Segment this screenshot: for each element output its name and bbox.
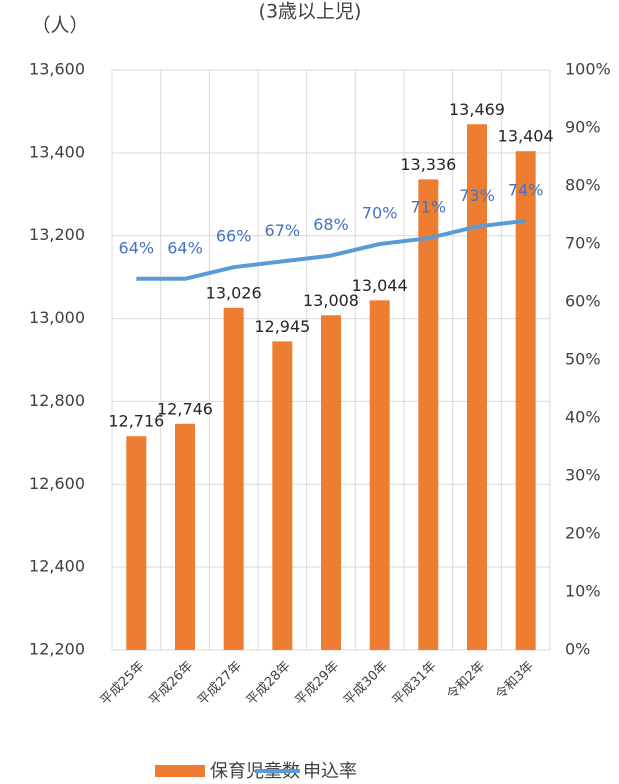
line-value-label: 73%: [459, 186, 495, 205]
x-tick-label: 平成28年: [244, 659, 294, 709]
chart-title: (3歳以上児): [259, 1, 362, 23]
bar-value-label: 13,044: [352, 276, 408, 295]
y-tick-label: 12,400: [29, 557, 85, 576]
x-tick-label: 平成25年: [98, 659, 148, 709]
bar: [467, 124, 487, 651]
line-value-label: 68%: [313, 215, 349, 234]
bar: [223, 307, 244, 650]
bar: [321, 315, 341, 650]
line-value-label: 64%: [167, 238, 203, 257]
x-tick-label: 令和2年: [444, 659, 488, 703]
y-tick-label: 13,600: [29, 60, 85, 79]
x-tick-label: 平成31年: [390, 659, 440, 709]
y-tick-label: 12,800: [29, 391, 85, 410]
y2-tick-label: 60%: [565, 292, 601, 311]
y2-tick-label: 20%: [565, 524, 601, 543]
bar: [126, 436, 147, 650]
x-tick-label: 令和3年: [493, 659, 537, 703]
x-tick-label: 平成26年: [146, 659, 196, 709]
y-tick-label: 12,600: [29, 474, 85, 493]
line-value-label: 64%: [119, 238, 155, 257]
bar: [369, 300, 390, 650]
bar: [272, 341, 293, 650]
y2-tick-label: 50%: [565, 350, 601, 369]
bar-value-label: 13,008: [303, 291, 359, 310]
y-tick-label: 13,000: [29, 308, 85, 327]
bar: [515, 151, 536, 650]
bar-value-label: 12,945: [254, 317, 310, 336]
y-tick-label: 13,200: [29, 225, 85, 244]
y2-tick-label: 90%: [565, 118, 601, 137]
bar-value-label: 12,746: [157, 399, 213, 418]
y2-tick-label: 40%: [565, 408, 601, 427]
y2-tick-label: 70%: [565, 234, 601, 253]
line-value-label: 70%: [362, 204, 398, 223]
y2-tick-label: 30%: [565, 466, 601, 485]
bar-value-label: 13,026: [206, 283, 262, 302]
x-tick-label: 平成29年: [292, 659, 342, 709]
line-value-label: 74%: [508, 180, 544, 199]
bar: [175, 423, 195, 650]
line: [136, 218, 526, 281]
line-value-label: 67%: [265, 221, 301, 240]
y2-tick-label: 0%: [565, 640, 590, 659]
legend-swatch: [155, 765, 205, 777]
bar-value-label: 12,716: [108, 412, 164, 431]
y2-tick-label: 80%: [565, 176, 601, 195]
y-axis-label: （人）: [31, 15, 88, 37]
y-tick-label: 13,400: [29, 142, 85, 161]
y-tick-label: 12,200: [29, 640, 85, 659]
bar-value-label: 13,469: [449, 100, 505, 119]
x-tick-label: 平成27年: [195, 659, 245, 709]
x-tick-label: 平成30年: [341, 659, 391, 709]
bar-value-label: 13,336: [400, 155, 456, 174]
y2-tick-label: 10%: [565, 582, 601, 601]
y2-tick-label: 100%: [565, 60, 611, 79]
bar: [418, 179, 439, 650]
line-value-label: 66%: [216, 227, 252, 246]
legend-label: 申込率: [303, 761, 357, 782]
line-value-label: 71%: [411, 198, 447, 217]
bar-value-label: 13,404: [498, 127, 554, 146]
